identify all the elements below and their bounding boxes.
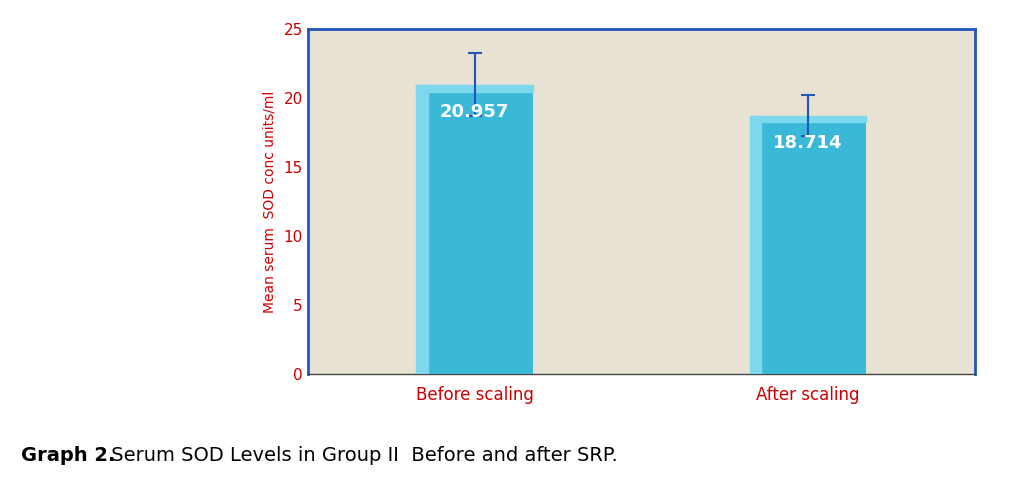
Bar <box>417 84 532 374</box>
Text: Graph 2.: Graph 2. <box>21 446 115 465</box>
Bar <box>750 116 866 374</box>
Bar <box>417 84 428 374</box>
Y-axis label: Mean serum  SOD conc units/ml: Mean serum SOD conc units/ml <box>263 90 277 313</box>
Text: 18.714: 18.714 <box>774 134 842 152</box>
Text: 20.957: 20.957 <box>440 103 509 121</box>
Bar <box>750 116 866 122</box>
Text: Serum SOD Levels in Group II  Before and after SRP.: Serum SOD Levels in Group II Before and … <box>105 446 618 465</box>
Bar <box>750 116 761 374</box>
Bar <box>417 84 532 92</box>
